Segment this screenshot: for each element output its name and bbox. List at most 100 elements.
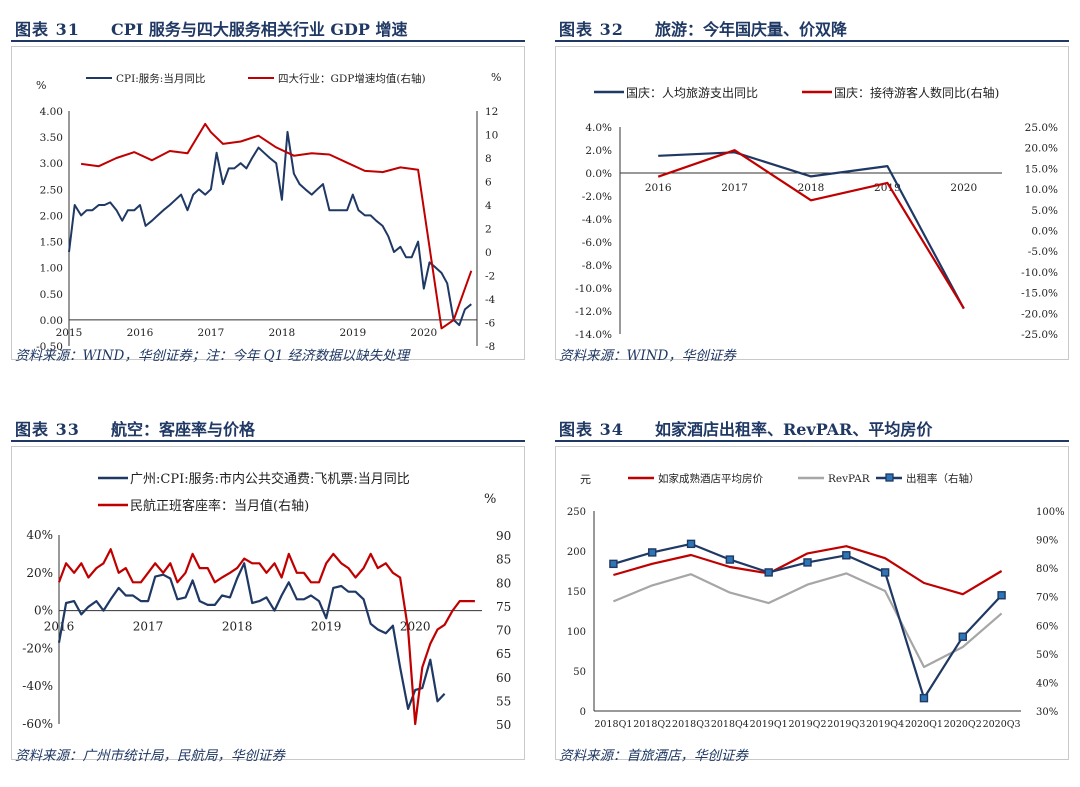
y-tick-left: -10.0% bbox=[575, 283, 612, 295]
legend-label: 广州:CPI:服务:市内公共交通费:飞机票:当月同比 bbox=[130, 471, 410, 487]
y-tick-right: 85 bbox=[496, 553, 511, 567]
y-tick-right: 6 bbox=[485, 177, 492, 189]
x-tick: 2019 bbox=[339, 327, 366, 339]
series-marker bbox=[958, 632, 967, 641]
y-tick-left: 2.50 bbox=[40, 184, 63, 196]
x-tick: 2018 bbox=[222, 620, 253, 634]
y-tick-right: 70% bbox=[1036, 593, 1058, 604]
figure-number: 图表 34 bbox=[559, 420, 624, 439]
y-tick-left: -8.0% bbox=[582, 260, 612, 272]
y-tick-right: 60 bbox=[496, 671, 511, 685]
y-tick-right: -25.0% bbox=[1021, 329, 1058, 341]
x-tick: 2016 bbox=[44, 620, 75, 634]
source-note: 资料来源：广州市统计局，民航局，华创证券 bbox=[15, 748, 285, 764]
y-tick-left: 250 bbox=[567, 507, 586, 518]
y-tick-right: 50% bbox=[1036, 650, 1058, 661]
figure-number: 图表 32 bbox=[559, 20, 624, 39]
y-tick-left: -6.0% bbox=[582, 237, 612, 249]
series-marker bbox=[880, 568, 890, 577]
y-tick-left: -4.0% bbox=[582, 214, 612, 226]
x-tick: 2019Q4 bbox=[866, 719, 904, 730]
y-tick-left: -12.0% bbox=[575, 306, 612, 318]
y-tick-right: -15.0% bbox=[1021, 288, 1058, 300]
unit-label-left: % bbox=[36, 79, 46, 92]
x-tick: 2018 bbox=[798, 182, 825, 194]
x-tick: 2020 bbox=[950, 182, 977, 194]
y-tick-right: -10.0% bbox=[1021, 267, 1058, 279]
series-marker bbox=[803, 558, 812, 567]
x-tick: 2018 bbox=[269, 327, 296, 339]
y-tick-left: -60% bbox=[22, 717, 53, 731]
y-tick-right: 15.0% bbox=[1025, 163, 1058, 175]
y-tick-right: 2 bbox=[485, 224, 492, 236]
y-tick-left: 1.50 bbox=[40, 237, 63, 249]
legend-label: 国庆：接待游客人数同比(右轴) bbox=[834, 85, 999, 100]
series-line bbox=[658, 151, 965, 310]
series-line bbox=[57, 562, 446, 710]
series-marker bbox=[764, 568, 773, 577]
unit-label-left: 元 bbox=[580, 473, 591, 486]
x-tick: 2020Q3 bbox=[983, 719, 1021, 730]
y-tick-right: 55 bbox=[496, 694, 511, 708]
series-line bbox=[612, 572, 1003, 669]
y-tick-right: 50 bbox=[496, 718, 511, 732]
y-tick-right: 0 bbox=[485, 247, 492, 259]
figure-number: 图表 33 bbox=[15, 420, 80, 439]
y-tick-right: 40% bbox=[1036, 678, 1058, 689]
figure-title: CPI 服务与四大服务相关行业 GDP 增速 bbox=[111, 20, 408, 39]
y-tick-left: 2.00 bbox=[40, 210, 63, 222]
x-tick: 2017 bbox=[133, 620, 164, 634]
series-line bbox=[80, 122, 473, 330]
legend-label: 如家成熟酒店平均房价 bbox=[658, 472, 763, 485]
y-tick-left: 0 bbox=[580, 707, 586, 718]
y-tick-left: -2.0% bbox=[582, 191, 612, 203]
y-tick-left: 0.0% bbox=[585, 168, 612, 180]
panel-title-bar: 图表 31 CPI 服务与四大服务相关行业 GDP 增速 bbox=[11, 10, 525, 42]
series-line bbox=[68, 130, 472, 327]
series-marker bbox=[648, 548, 657, 557]
y-tick-right: -4 bbox=[485, 294, 496, 306]
x-tick: 2020Q1 bbox=[905, 719, 943, 730]
y-tick-right: 80 bbox=[496, 576, 511, 590]
y-tick-left: 4.0% bbox=[585, 122, 612, 134]
y-tick-right: 75 bbox=[496, 600, 511, 614]
series-line bbox=[613, 542, 1003, 700]
legend-label: 国庆：人均旅游支出同比 bbox=[626, 86, 758, 100]
unit-label-right: % bbox=[484, 492, 496, 507]
y-tick-right: 8 bbox=[485, 153, 492, 165]
series-marker bbox=[842, 551, 851, 560]
series-line bbox=[657, 149, 965, 309]
panel-title-bar: 图表 32 旅游：今年国庆量、价双降 bbox=[555, 10, 1069, 42]
y-tick-right: 5.0% bbox=[1031, 205, 1058, 217]
y-tick-left: 1.00 bbox=[40, 263, 63, 275]
series-line bbox=[57, 548, 475, 726]
legend-label: 民航正班客座率：当月值(右轴) bbox=[130, 498, 309, 514]
y-tick-left: 4.00 bbox=[40, 106, 63, 118]
y-tick-right: 100% bbox=[1036, 507, 1065, 518]
y-tick-right: 60% bbox=[1036, 621, 1058, 632]
y-tick-right: 90 bbox=[496, 529, 511, 543]
y-tick-right: 4 bbox=[485, 200, 492, 212]
y-tick-left: 3.50 bbox=[40, 132, 63, 144]
y-tick-left: -40% bbox=[22, 679, 53, 693]
y-tick-right: 65 bbox=[496, 647, 511, 661]
series-marker bbox=[686, 539, 696, 549]
y-tick-left: 3.00 bbox=[40, 158, 63, 170]
y-tick-left: 0% bbox=[34, 604, 53, 618]
series-line bbox=[613, 545, 1003, 596]
source-note: 资料来源：WIND，华创证券；注：今年 Q1 经济数据以缺失处理 bbox=[15, 348, 410, 364]
x-tick: 2017 bbox=[721, 182, 748, 194]
x-tick: 2018Q1 bbox=[594, 719, 632, 730]
source-note: 资料来源：WIND，华创证券 bbox=[559, 348, 736, 364]
x-tick: 2019 bbox=[311, 620, 342, 634]
x-tick: 2016 bbox=[127, 327, 154, 339]
y-tick-left: -14.0% bbox=[575, 329, 612, 341]
y-tick-right: 10 bbox=[485, 130, 498, 142]
y-tick-right: 25.0% bbox=[1025, 122, 1058, 134]
y-tick-left: -0.50 bbox=[36, 341, 63, 353]
x-tick: 2015 bbox=[56, 327, 83, 339]
x-tick: 2019Q1 bbox=[750, 719, 788, 730]
series-marker bbox=[997, 591, 1006, 600]
legend-label: CPI:服务:当月同比 bbox=[116, 72, 205, 85]
panel-title-bar: 图表 34 如家酒店出租率、RevPAR、平均房价 bbox=[555, 410, 1069, 442]
